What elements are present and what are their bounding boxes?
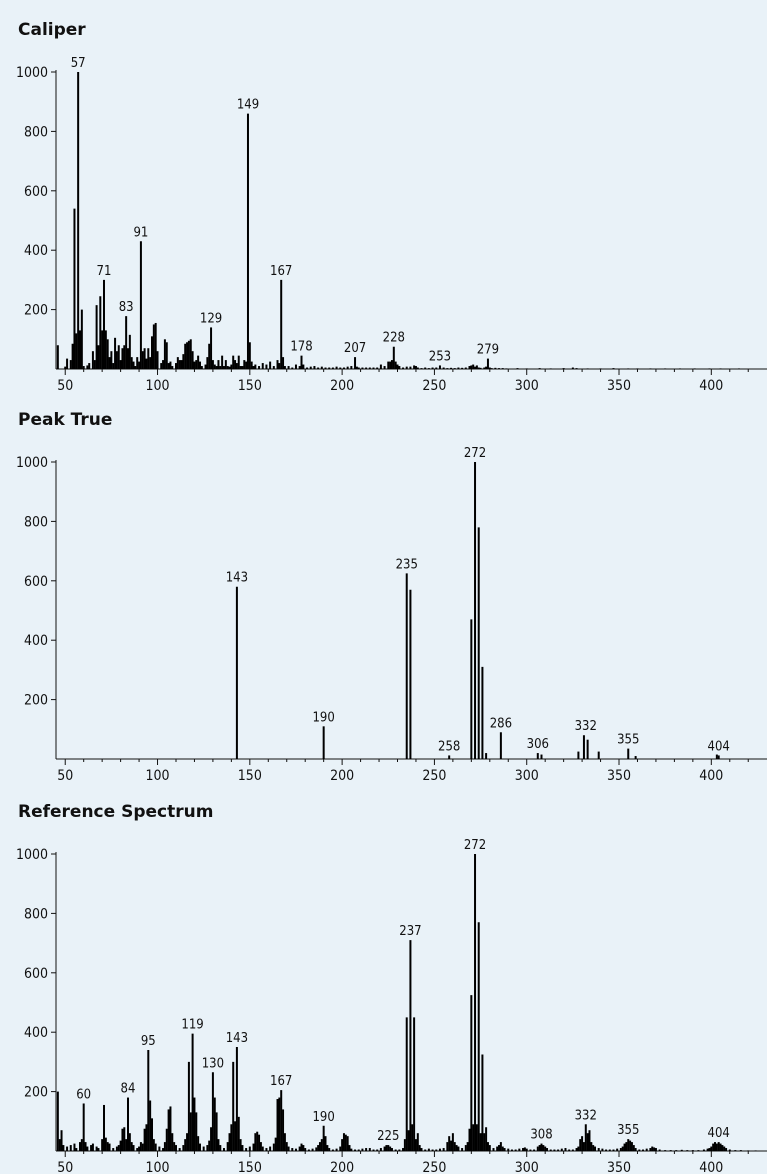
peak-label: 167 bbox=[270, 264, 292, 279]
y-tick-label: 600 bbox=[24, 574, 48, 590]
peak-label: 143 bbox=[226, 1031, 248, 1046]
y-tick-label: 1000 bbox=[16, 65, 48, 81]
x-tick-label: 50 bbox=[57, 1160, 73, 1172]
peak-label: 279 bbox=[477, 343, 499, 358]
x-tick-label: 400 bbox=[699, 768, 723, 780]
y-tick-label: 400 bbox=[24, 633, 48, 649]
peak-label: 228 bbox=[383, 331, 405, 346]
peak-label: 237 bbox=[399, 924, 421, 939]
peak-true-spectrum-chart: 200 400 600 800 1000 50 100 150 200 250 300 350 400 1… bbox=[16, 446, 767, 780]
x-tick-label: 250 bbox=[422, 1160, 446, 1172]
peak-label: 332 bbox=[575, 1108, 597, 1123]
peak-label: 95 bbox=[141, 1034, 156, 1049]
caliper-spectrum-chart: 200 400 600 800 1000 50 100 150 200 250 300 350 400 5… bbox=[16, 56, 767, 390]
x-tick-label: 350 bbox=[607, 768, 631, 780]
y-tick-label: 600 bbox=[24, 184, 48, 200]
chart-title: Peak True bbox=[18, 410, 113, 430]
y-tick-label: 600 bbox=[24, 966, 48, 982]
x-tick-label: 400 bbox=[699, 1160, 723, 1172]
peak-label: 149 bbox=[237, 98, 259, 113]
y-tick-label: 800 bbox=[24, 906, 48, 922]
peak-label: 167 bbox=[270, 1074, 292, 1089]
x-tick-label: 250 bbox=[422, 768, 446, 780]
x-tick-label: 100 bbox=[146, 1160, 170, 1172]
y-tick-label: 1000 bbox=[16, 847, 48, 863]
y-tick-label: 400 bbox=[24, 1025, 48, 1041]
peak-label: 404 bbox=[708, 739, 730, 754]
peak-label: 225 bbox=[377, 1129, 399, 1144]
x-tick-label: 150 bbox=[238, 768, 262, 780]
y-tick-label: 200 bbox=[24, 693, 48, 709]
y-tick-label: 200 bbox=[24, 303, 48, 319]
x-tick-label: 400 bbox=[699, 378, 723, 390]
y-tick-label: 400 bbox=[24, 243, 48, 259]
reference-spectrum-chart-panel: Reference Spectrum 200 400 600 800 1000 50 100… bbox=[0, 782, 767, 1172]
x-tick-label: 250 bbox=[422, 378, 446, 390]
peak-label: 60 bbox=[76, 1087, 91, 1102]
peak-label: 84 bbox=[121, 1082, 136, 1097]
chart-title: Reference Spectrum bbox=[18, 802, 214, 822]
peak-label: 91 bbox=[133, 225, 148, 240]
x-tick-label: 150 bbox=[238, 378, 262, 390]
x-tick-label: 100 bbox=[146, 378, 170, 390]
peak-label: 130 bbox=[202, 1056, 224, 1071]
x-tick-label: 300 bbox=[515, 378, 539, 390]
peak-label: 272 bbox=[464, 838, 486, 853]
peak-label: 143 bbox=[226, 571, 248, 586]
peak-label: 119 bbox=[181, 1018, 203, 1033]
x-tick-label: 50 bbox=[57, 378, 73, 390]
x-tick-label: 300 bbox=[515, 768, 539, 780]
x-tick-label: 300 bbox=[515, 1160, 539, 1172]
peak-label: 355 bbox=[617, 733, 639, 748]
peak-label: 272 bbox=[464, 446, 486, 461]
x-tick-label: 150 bbox=[238, 1160, 262, 1172]
x-tick-label: 200 bbox=[330, 1160, 354, 1172]
peak-label: 207 bbox=[344, 341, 366, 356]
x-tick-label: 50 bbox=[57, 768, 73, 780]
peak-label: 57 bbox=[71, 56, 86, 71]
y-tick-label: 1000 bbox=[16, 455, 48, 471]
reference-spectrum-chart: 200 400 600 800 1000 50 100 150 200 250 300 350 400 6… bbox=[16, 838, 767, 1172]
x-tick-label: 200 bbox=[330, 378, 354, 390]
peak-label: 355 bbox=[617, 1123, 639, 1138]
peak-label: 235 bbox=[396, 557, 418, 572]
peak-true-chart-panel: Peak True 200 400 600 800 1000 50 100 150 200 250… bbox=[0, 390, 767, 780]
peak-label: 286 bbox=[490, 716, 512, 731]
peak-label: 71 bbox=[97, 264, 112, 279]
x-tick-label: 350 bbox=[607, 378, 631, 390]
peak-label: 308 bbox=[530, 1128, 552, 1143]
peak-label: 404 bbox=[708, 1126, 730, 1141]
peak-label: 332 bbox=[575, 719, 597, 734]
y-tick-label: 200 bbox=[24, 1085, 48, 1101]
y-tick-label: 800 bbox=[24, 514, 48, 530]
peak-label: 190 bbox=[312, 1110, 334, 1125]
x-tick-label: 100 bbox=[146, 768, 170, 780]
caliper-chart-panel: Caliper 200 400 600 800 1000 50 100 150 200 250 30… bbox=[0, 0, 767, 390]
y-tick-label: 800 bbox=[24, 124, 48, 140]
peak-label: 178 bbox=[290, 340, 312, 355]
peak-label: 258 bbox=[438, 739, 460, 754]
x-tick-label: 200 bbox=[330, 768, 354, 780]
chart-title: Caliper bbox=[18, 20, 86, 40]
peak-label: 306 bbox=[527, 737, 549, 752]
peak-label: 83 bbox=[119, 300, 134, 315]
x-tick-label: 350 bbox=[607, 1160, 631, 1172]
peak-label: 253 bbox=[429, 349, 451, 364]
peak-label: 190 bbox=[312, 710, 334, 725]
peak-label: 129 bbox=[200, 311, 222, 326]
